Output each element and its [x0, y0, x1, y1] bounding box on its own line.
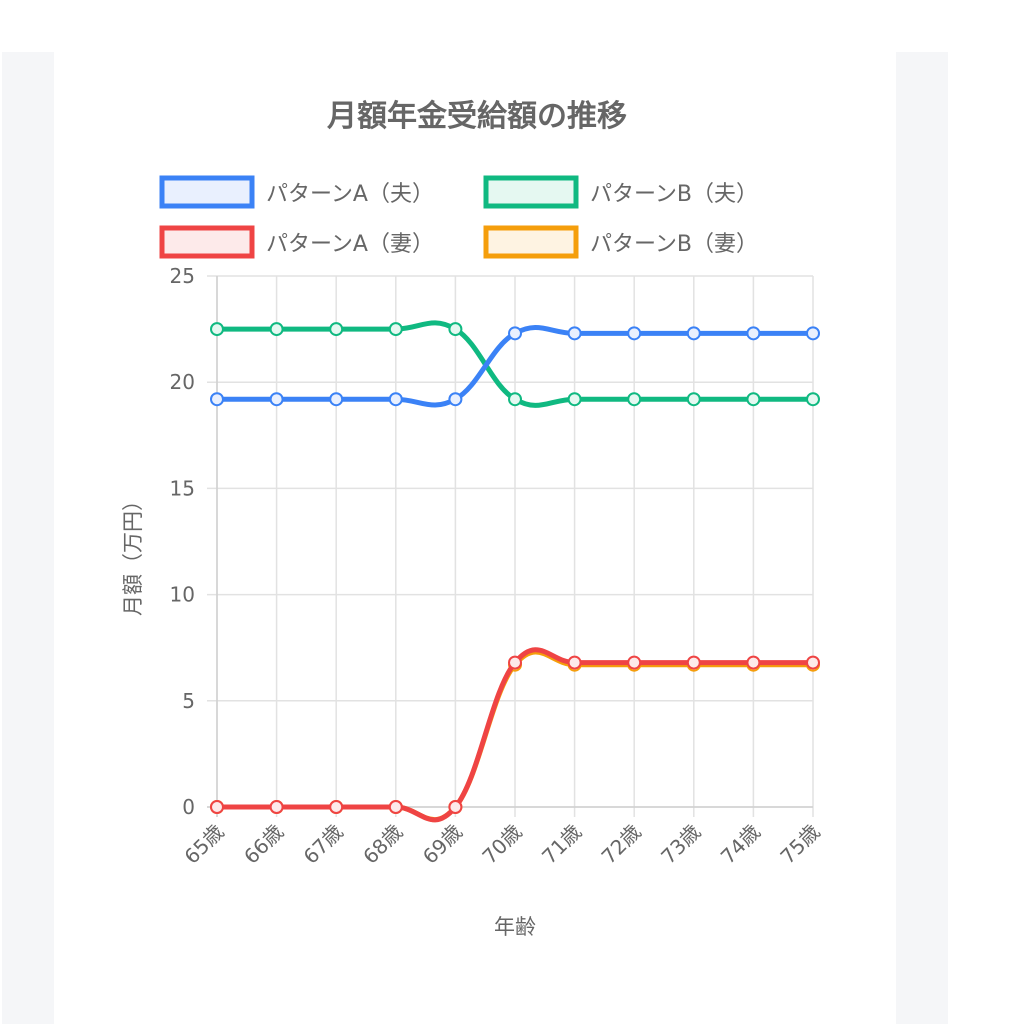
x-tick-label: 70歳: [477, 820, 526, 869]
legend-item[interactable]: パターンA（妻）: [159, 225, 434, 259]
series-line: [214, 647, 816, 823]
x-tick-label: 73歳: [656, 820, 705, 869]
data-point[interactable]: [269, 322, 284, 337]
legend-swatch: [159, 175, 255, 209]
data-point[interactable]: [806, 326, 820, 341]
y-tick-label: 10: [170, 583, 195, 607]
y-tick-label: 5: [182, 689, 195, 713]
right-side-panel: [896, 52, 948, 1024]
data-point[interactable]: [508, 392, 522, 407]
data-point[interactable]: [448, 392, 463, 407]
series-1: [210, 325, 820, 408]
data-point[interactable]: [388, 800, 403, 814]
series-3: [210, 647, 820, 823]
left-side-panel: [2, 52, 54, 1024]
y-tick-label: 25: [170, 264, 195, 288]
data-point[interactable]: [686, 392, 701, 407]
x-axis-ticks: 65歳 66歳 67歳 68歳 69歳 70歳 71歳 72歳 73歳 74歳 75歳: [179, 820, 824, 869]
x-tick-label: 71歳: [537, 820, 586, 869]
legend-label: パターンA（妻）: [266, 232, 434, 257]
x-tick-label: 75歳: [775, 820, 824, 869]
x-tick-label: 67歳: [299, 820, 348, 869]
x-tick-label: 72歳: [597, 820, 646, 869]
data-point[interactable]: [567, 392, 582, 407]
x-tick-label: 74歳: [716, 820, 765, 869]
series-2: [210, 320, 820, 408]
x-axis-title: 年齢: [494, 915, 536, 939]
data-point[interactable]: [746, 392, 761, 407]
x-tick-label: 65歳: [179, 820, 228, 869]
data-point[interactable]: [508, 326, 522, 341]
data-point[interactable]: [806, 392, 820, 407]
data-point[interactable]: [686, 655, 701, 670]
data-point[interactable]: [388, 392, 403, 407]
legend-label: パターンB（夫）: [590, 182, 758, 207]
x-tick-label: 66歳: [239, 820, 288, 869]
data-point[interactable]: [508, 655, 522, 670]
legend-swatch: [483, 175, 579, 209]
data-point[interactable]: [269, 392, 284, 407]
data-point[interactable]: [627, 326, 642, 341]
y-axis-ticks: 0 5 10 15 20 25: [170, 264, 195, 819]
data-point[interactable]: [686, 326, 701, 341]
chart-card: [54, 52, 896, 1024]
y-axis-title: 月額（万円）: [121, 490, 145, 616]
data-point[interactable]: [627, 392, 642, 407]
data-point[interactable]: [329, 322, 344, 337]
legend-item[interactable]: パターンB（妻）: [483, 225, 758, 259]
data-point[interactable]: [448, 322, 463, 337]
legend-label: パターンB（妻）: [590, 232, 758, 257]
y-tick-label: 15: [170, 476, 195, 500]
data-point[interactable]: [746, 655, 761, 670]
data-point[interactable]: [567, 655, 582, 670]
x-tick-label: 68歳: [358, 820, 407, 869]
series-lines: [210, 320, 820, 823]
data-point[interactable]: [269, 800, 284, 814]
data-point[interactable]: [210, 800, 224, 814]
y-tick-label: 0: [182, 795, 195, 819]
data-point[interactable]: [210, 322, 224, 337]
legend-item[interactable]: パターンB（夫）: [483, 175, 758, 209]
legend-swatch: [483, 225, 579, 259]
data-point[interactable]: [567, 326, 582, 341]
data-point[interactable]: [448, 800, 463, 814]
data-point[interactable]: [746, 326, 761, 341]
data-point[interactable]: [627, 655, 642, 670]
data-point[interactable]: [329, 800, 344, 814]
y-tick-label: 20: [170, 370, 195, 394]
grid-lines: [207, 275, 814, 817]
data-point[interactable]: [806, 655, 820, 670]
x-tick-label: 69歳: [418, 820, 467, 869]
legend-item[interactable]: パターンA（夫）: [159, 175, 434, 209]
data-point[interactable]: [388, 322, 403, 337]
data-point[interactable]: [329, 392, 344, 407]
legend-label: パターンA（夫）: [266, 182, 434, 207]
legend: パターンA（夫） パターンB（夫） パターンA（妻） パターンB（妻）: [159, 175, 758, 259]
legend-swatch: [159, 225, 255, 259]
data-point[interactable]: [210, 392, 224, 407]
chart-title: 月額年金受給額の推移: [327, 99, 627, 134]
